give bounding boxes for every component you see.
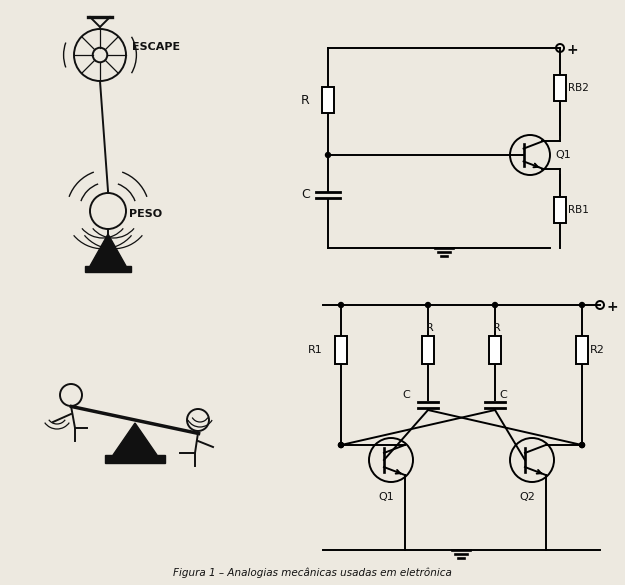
Text: Q1: Q1 [378,492,394,502]
Circle shape [339,302,344,308]
Polygon shape [105,455,165,463]
Circle shape [326,153,331,157]
Circle shape [579,442,584,448]
Circle shape [426,302,431,308]
Text: Q2: Q2 [519,492,535,502]
Text: C: C [402,390,410,400]
Text: C: C [301,188,310,201]
Polygon shape [113,423,157,455]
Circle shape [492,302,498,308]
Text: Q1: Q1 [555,150,571,160]
Circle shape [339,442,344,448]
Bar [489,336,501,364]
Text: PESO: PESO [129,209,162,219]
Text: RB2: RB2 [568,83,589,93]
Circle shape [579,442,584,448]
Bar [422,336,434,364]
Text: +: + [567,43,579,57]
Text: R1: R1 [308,345,323,355]
Text: R2: R2 [590,345,605,355]
Polygon shape [90,234,126,266]
Text: Figura 1 – Analogias mecânicas usadas em eletrônica: Figura 1 – Analogias mecânicas usadas em… [173,567,451,578]
Text: R: R [493,323,501,333]
Text: +: + [607,300,619,314]
Bar [554,197,566,223]
Text: RB1: RB1 [568,205,589,215]
Bar [554,75,566,101]
Bar [335,336,347,364]
Text: ESCAPE: ESCAPE [132,42,180,52]
Text: C: C [499,390,507,400]
Polygon shape [85,266,131,272]
Text: R: R [426,323,434,333]
Text: R: R [301,94,310,106]
Circle shape [339,442,344,448]
Circle shape [579,302,584,308]
Bar [322,87,334,113]
Bar [576,336,588,364]
